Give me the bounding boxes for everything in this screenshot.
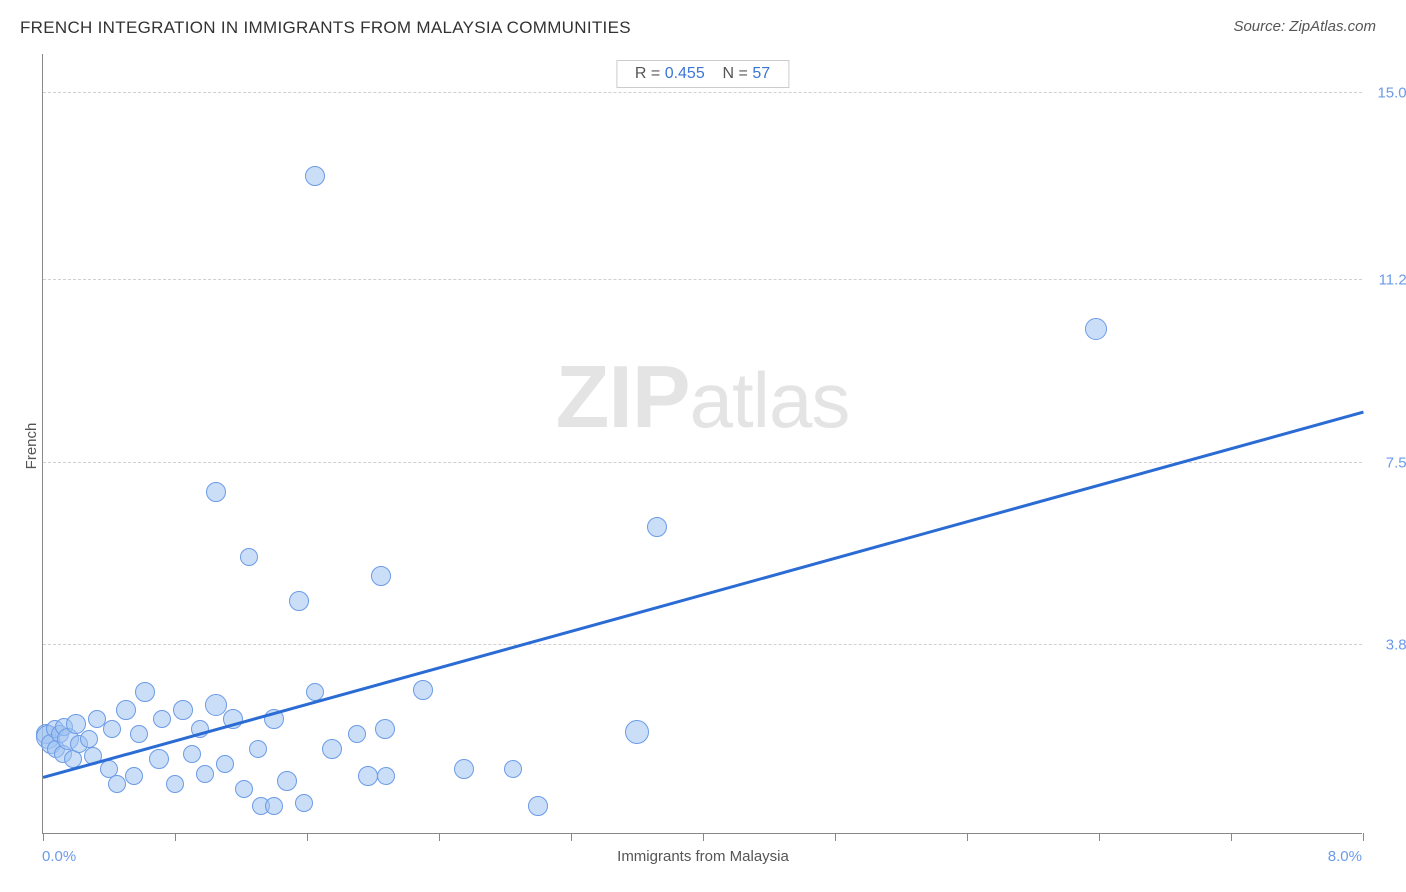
data-point bbox=[289, 591, 309, 611]
data-point bbox=[528, 796, 548, 816]
stats-box: R = 0.455 N = 57 bbox=[616, 60, 789, 88]
n-label: N = bbox=[723, 65, 748, 82]
x-tick bbox=[43, 833, 44, 841]
data-point bbox=[166, 775, 184, 793]
data-point bbox=[153, 710, 171, 728]
watermark-atlas: atlas bbox=[690, 356, 850, 444]
y-tick-label: 15.0% bbox=[1377, 84, 1406, 101]
data-point bbox=[103, 720, 121, 738]
data-point bbox=[322, 739, 342, 759]
x-tick bbox=[571, 833, 572, 841]
data-point bbox=[196, 765, 214, 783]
scatter-chart: R = 0.455 N = 57 ZIPatlas 3.8%7.5%11.2%1… bbox=[42, 54, 1362, 834]
data-point bbox=[625, 720, 649, 744]
data-point bbox=[504, 760, 522, 778]
y-tick-label: 7.5% bbox=[1386, 454, 1406, 471]
data-point bbox=[305, 166, 325, 186]
data-point bbox=[277, 771, 297, 791]
gridline bbox=[43, 279, 1362, 280]
gridline bbox=[43, 462, 1362, 463]
data-point bbox=[216, 755, 234, 773]
data-point bbox=[130, 725, 148, 743]
x-tick bbox=[1231, 833, 1232, 841]
data-point bbox=[377, 767, 395, 785]
data-point bbox=[149, 749, 169, 769]
data-point bbox=[206, 482, 226, 502]
data-point bbox=[80, 730, 98, 748]
trend-line bbox=[43, 411, 1364, 779]
watermark-zip: ZIP bbox=[556, 347, 690, 446]
x-tick bbox=[835, 833, 836, 841]
data-point bbox=[358, 766, 378, 786]
n-value: 57 bbox=[752, 65, 770, 82]
data-point bbox=[173, 700, 193, 720]
data-point bbox=[348, 725, 366, 743]
x-axis-min: 0.0% bbox=[42, 848, 76, 865]
y-axis-label: French bbox=[23, 423, 40, 470]
data-point bbox=[116, 700, 136, 720]
data-point bbox=[183, 745, 201, 763]
data-point bbox=[235, 780, 253, 798]
x-tick bbox=[307, 833, 308, 841]
data-point bbox=[249, 740, 267, 758]
x-axis-max: 8.0% bbox=[1328, 848, 1362, 865]
r-label: R = bbox=[635, 65, 660, 82]
x-tick bbox=[1363, 833, 1364, 841]
data-point bbox=[135, 682, 155, 702]
data-point bbox=[647, 517, 667, 537]
chart-title: FRENCH INTEGRATION IN IMMIGRANTS FROM MA… bbox=[20, 18, 631, 38]
x-tick bbox=[175, 833, 176, 841]
gridline bbox=[43, 644, 1362, 645]
x-tick bbox=[439, 833, 440, 841]
data-point bbox=[454, 759, 474, 779]
r-value: 0.455 bbox=[665, 65, 705, 82]
y-tick-label: 3.8% bbox=[1386, 637, 1406, 654]
data-point bbox=[265, 797, 283, 815]
y-tick-label: 11.2% bbox=[1379, 272, 1406, 289]
data-point bbox=[125, 767, 143, 785]
data-point bbox=[295, 794, 313, 812]
data-point bbox=[413, 680, 433, 700]
watermark: ZIPatlas bbox=[556, 346, 850, 448]
data-point bbox=[375, 719, 395, 739]
x-tick bbox=[1099, 833, 1100, 841]
gridline bbox=[43, 92, 1362, 93]
source-label: Source: ZipAtlas.com bbox=[1233, 18, 1376, 35]
data-point bbox=[371, 566, 391, 586]
data-point bbox=[108, 775, 126, 793]
x-axis-label: Immigrants from Malaysia bbox=[617, 848, 789, 865]
data-point bbox=[240, 548, 258, 566]
x-tick bbox=[703, 833, 704, 841]
data-point bbox=[1085, 318, 1107, 340]
x-tick bbox=[967, 833, 968, 841]
